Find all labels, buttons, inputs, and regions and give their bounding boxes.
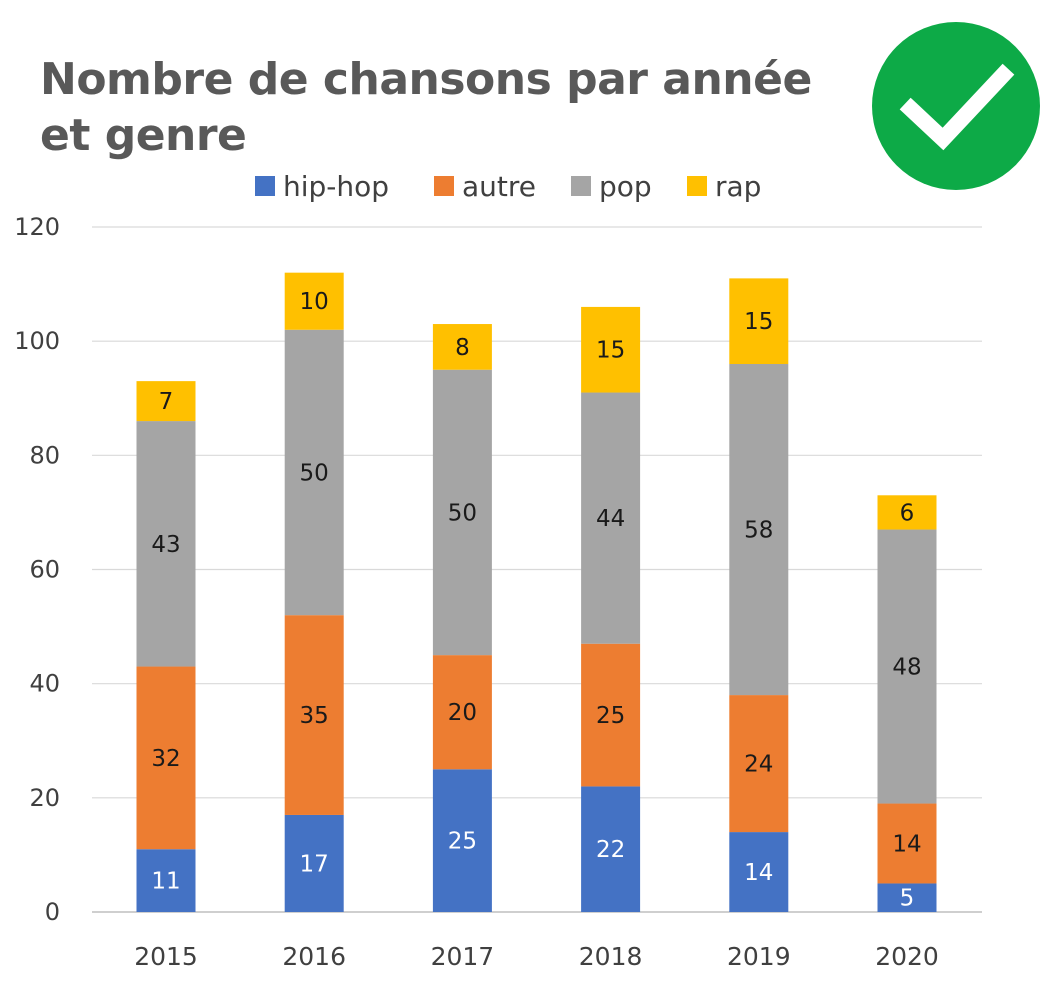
y-tick-label: 100 [14,327,60,355]
bar-pop-2015 [136,421,196,667]
x-tick-label: 2020 [875,942,939,971]
data-label: 25 [448,829,477,855]
data-label: 7 [159,389,174,415]
bar-rap-2016 [284,272,344,330]
bar-pop-2016 [284,329,344,616]
bar-hip-hop-2016 [284,814,344,912]
bar-pop-2018 [581,392,641,644]
data-label: 8 [455,335,470,361]
data-label: 48 [892,655,921,681]
data-label: 17 [300,851,329,877]
bar-autre-2018 [581,643,641,787]
data-label: 44 [596,506,625,532]
bar-rap-2020 [877,495,937,530]
y-tick-label: 80 [29,441,60,469]
chart-title: Nombre de chansons par année et genre [40,52,860,164]
x-tick-label: 2017 [431,942,495,971]
bar-hip-hop-2015 [136,849,196,912]
data-label: 10 [300,289,329,315]
y-tick-label: 0 [45,898,60,926]
x-tick-label: 2019 [727,942,791,971]
data-label: 50 [300,460,329,486]
checkmark-icon [872,22,1040,190]
chart-title-line-2: et genre [40,110,247,161]
bar-rap-2018 [581,306,641,393]
data-label: 22 [596,837,625,863]
bar-pop-2020 [877,529,937,804]
data-label: 58 [744,518,773,544]
data-label: 25 [596,703,625,729]
data-label: 5 [900,886,915,912]
data-label: 14 [744,860,773,886]
bar-autre-2016 [284,615,344,815]
legend-swatch-autre [434,176,454,196]
checkmark-badge-circle [872,22,1040,190]
data-label: 35 [300,703,329,729]
checkmark-stroke [899,63,1015,151]
bar-autre-2019 [729,695,789,833]
bar-autre-2017 [432,655,492,770]
data-label: 20 [448,700,477,726]
bar-rap-2017 [432,324,492,370]
data-label: 6 [900,500,915,526]
bar-hip-hop-2019 [729,832,789,912]
bar-autre-2015 [136,666,196,850]
y-tick-label: 60 [29,556,60,584]
data-label: 24 [744,752,773,778]
data-label: 43 [151,532,180,558]
bar-rap-2019 [729,278,789,364]
data-label: 14 [892,832,921,858]
y-tick-label: 20 [29,784,60,812]
legend-label-autre: autre [462,170,536,203]
bar-hip-hop-2017 [432,769,492,912]
x-tick-label: 2015 [134,942,198,971]
legend-swatch-pop [571,176,591,196]
x-tick-label: 2016 [282,942,346,971]
legend-swatch-rap [687,176,707,196]
data-label: 15 [744,309,773,335]
data-label: 15 [596,338,625,364]
legend-label-rap: rap [715,170,761,203]
legend-swatch-hip-hop [255,176,275,196]
y-tick-label: 40 [29,670,60,698]
data-label: 50 [448,500,477,526]
chart-title-line-1: Nombre de chansons par année [40,54,812,105]
legend-label-pop: pop [599,170,652,203]
bar-autre-2020 [877,803,937,884]
data-label: 11 [151,869,180,895]
y-tick-label: 120 [14,213,60,241]
data-label: 32 [151,746,180,772]
legend-label-hip-hop: hip-hop [283,170,389,203]
bar-rap-2015 [136,381,196,422]
bar-hip-hop-2018 [581,786,641,912]
x-tick-label: 2018 [579,942,643,971]
bar-pop-2017 [432,369,492,656]
bar-pop-2019 [729,364,789,696]
bar-hip-hop-2020 [877,883,937,912]
